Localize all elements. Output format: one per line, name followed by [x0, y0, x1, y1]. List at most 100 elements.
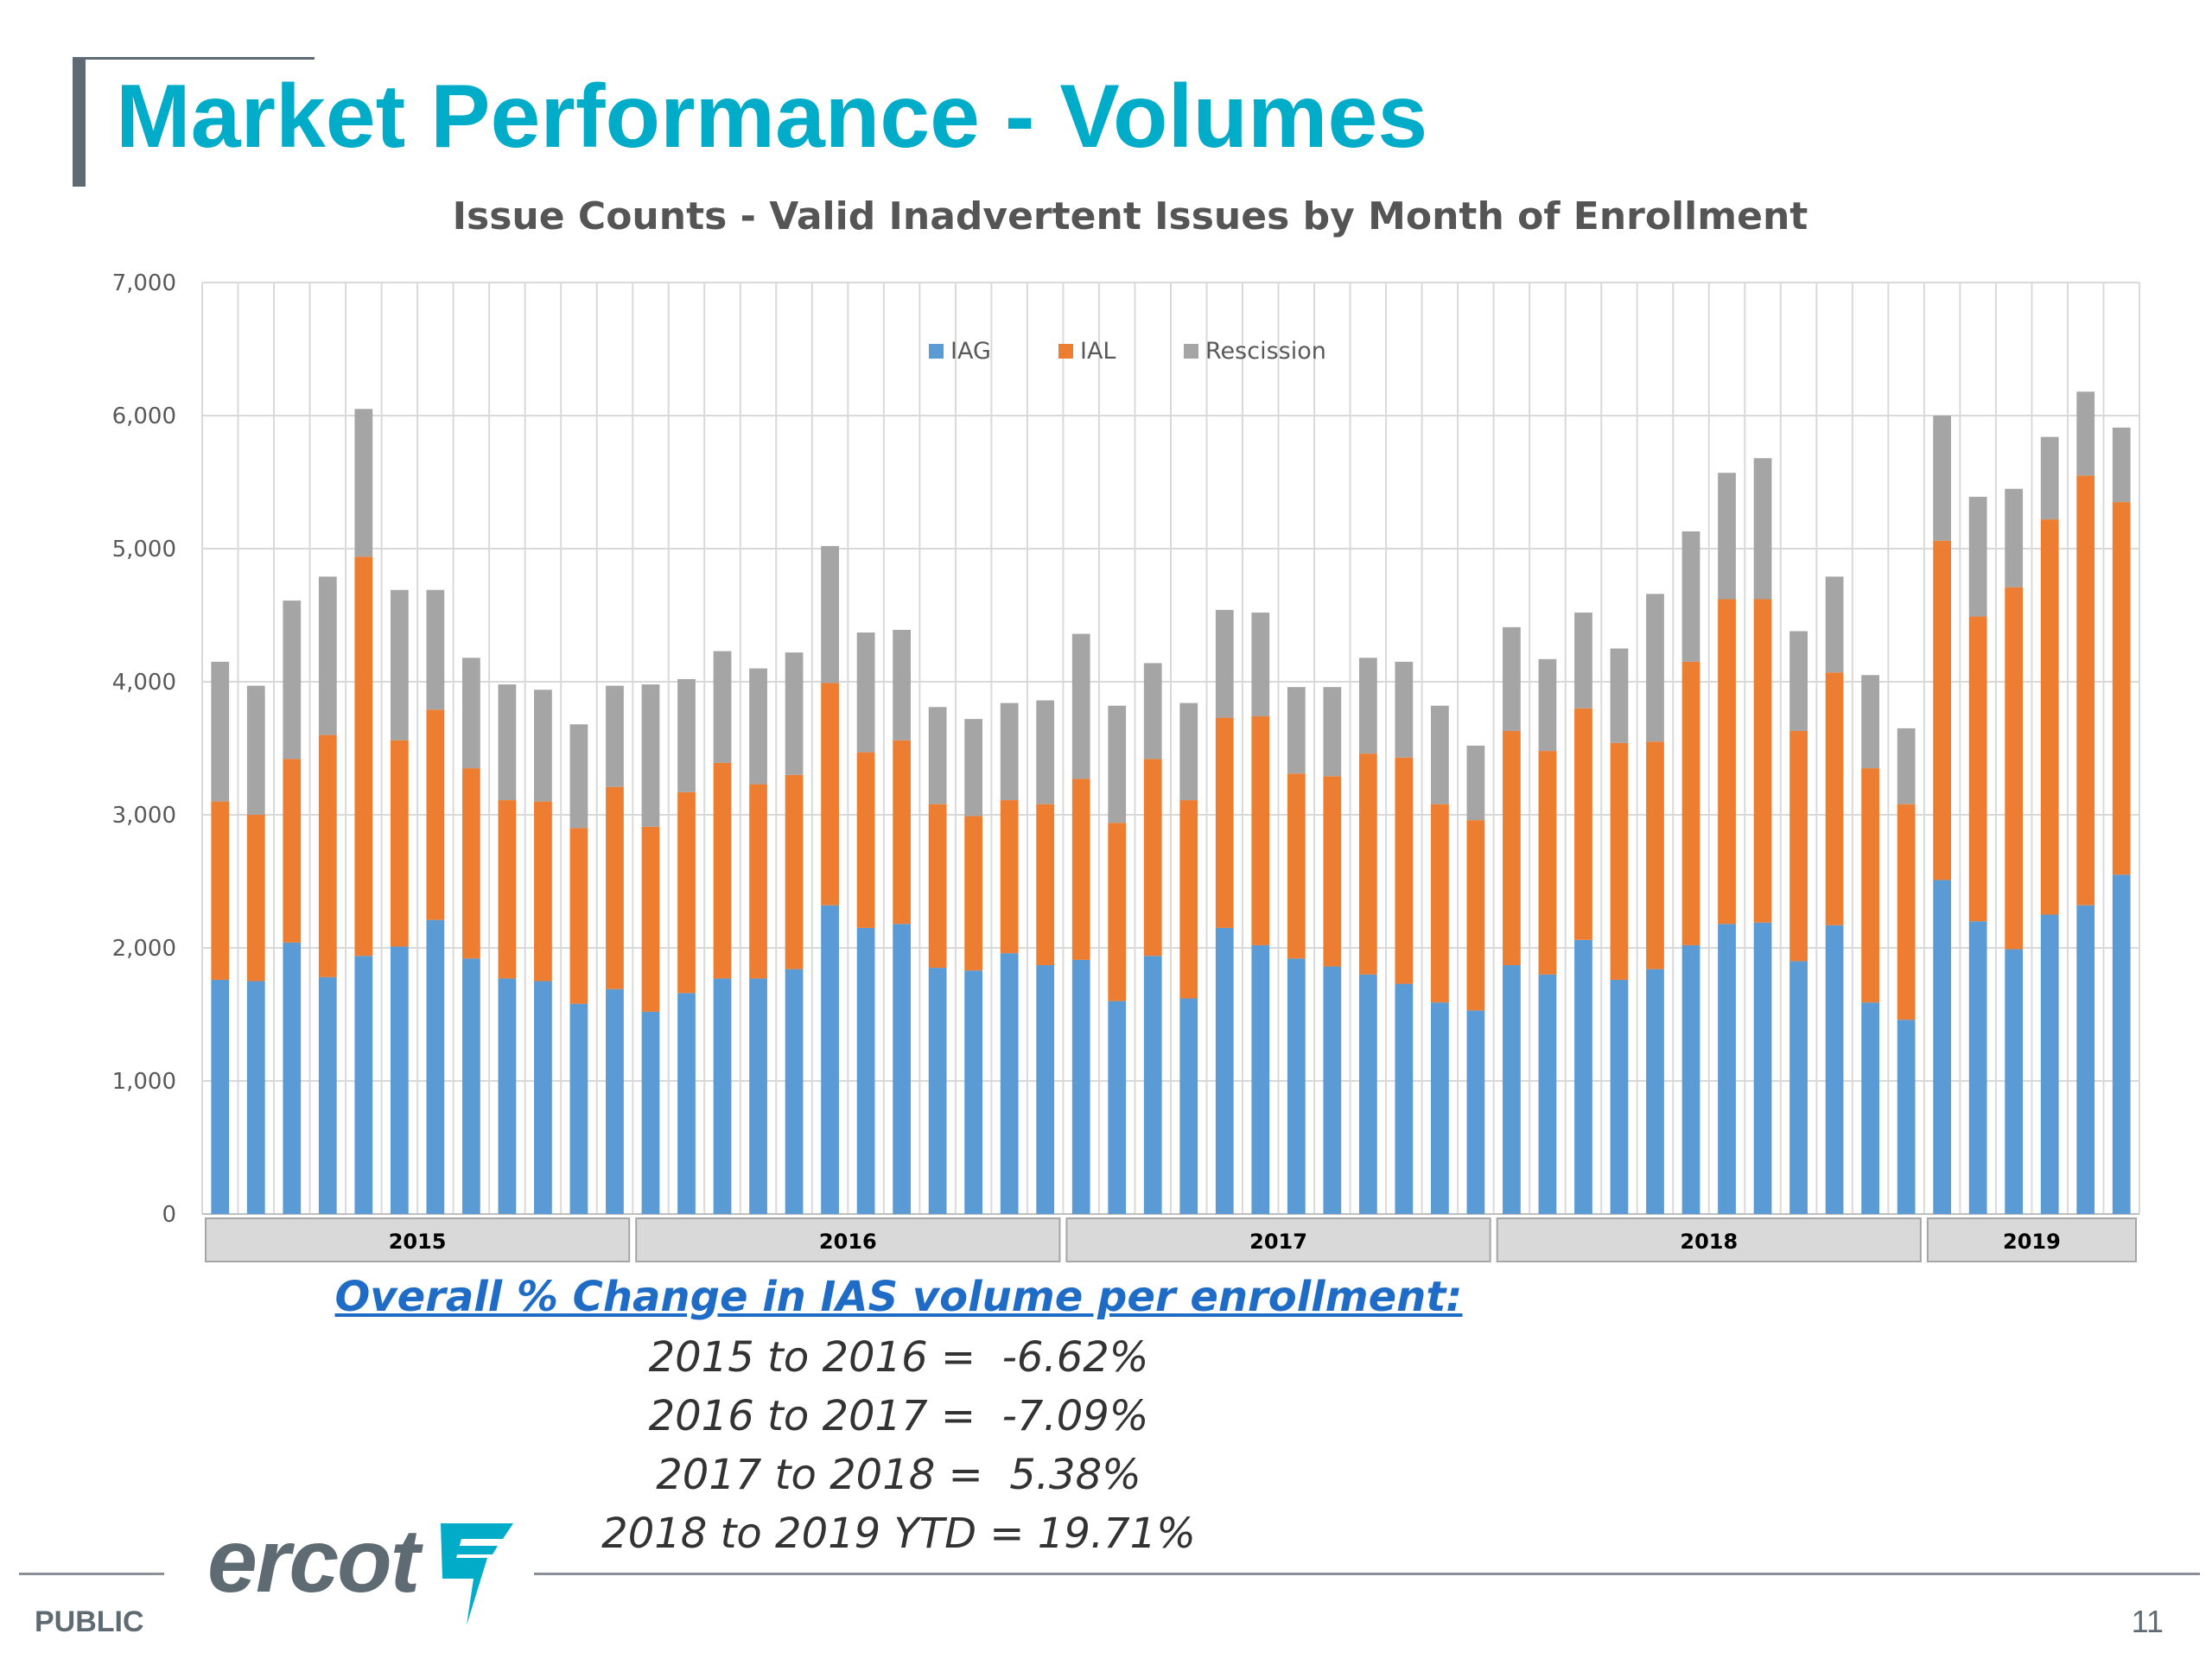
bar-rescission: [1610, 648, 1629, 743]
bar-iag: [1395, 983, 1414, 1214]
bar-rescission: [569, 724, 588, 829]
bar-ial: [354, 556, 373, 957]
bar-iag: [1753, 922, 1772, 1214]
bar-iag: [2040, 914, 2059, 1214]
year-group-box: [1065, 1217, 1491, 1262]
legend-label-iag: IAG: [950, 338, 991, 365]
bar-ial: [1825, 672, 1844, 925]
title-accent-bar: [73, 57, 86, 187]
bar-iag: [1610, 979, 1629, 1214]
bar-rescission: [606, 685, 624, 787]
bar-ial: [1108, 823, 1127, 1001]
y-tick-label: 2,000: [112, 936, 176, 962]
bar-ial: [677, 791, 696, 994]
bar-ial: [211, 801, 230, 980]
bar-ial: [1071, 779, 1090, 960]
bar-rescission: [1968, 496, 1987, 617]
bar-iag: [1143, 956, 1162, 1214]
year-group-label: 2017: [1249, 1230, 1307, 1254]
bar-ial: [1933, 540, 1952, 880]
change-summary: Overall % Change in IAS volume per enrol…: [0, 1266, 1797, 1563]
bar-ial: [1143, 759, 1162, 957]
bar-iag: [1574, 939, 1592, 1214]
bar-iag: [2112, 874, 2131, 1214]
bar-rescission: [2040, 436, 2059, 520]
year-group-box: [635, 1217, 1061, 1262]
change-line-2017-2018: 2017 to 2018 = 5.38%: [656, 1451, 1141, 1499]
bar-ial: [534, 801, 552, 982]
classification-label: PUBLIC: [35, 1605, 144, 1638]
bar-iag: [713, 978, 732, 1214]
bar-ial: [1861, 768, 1879, 1003]
bar-ial: [246, 815, 265, 982]
bar-iag: [498, 978, 517, 1214]
bar-rescission: [1753, 458, 1772, 600]
bar-rescission: [1825, 576, 1844, 673]
legend-label-rescission: Rescission: [1205, 338, 1326, 365]
y-tick-label: 5,000: [112, 537, 176, 563]
bar-iag: [1323, 966, 1342, 1214]
bar-ial: [2076, 475, 2095, 906]
bar-iag: [1503, 965, 1521, 1214]
bar-ial: [606, 786, 624, 989]
bar-ial: [390, 740, 409, 947]
bar-ial: [1753, 599, 1772, 923]
bar-ial: [713, 762, 732, 979]
bar-iag: [1287, 958, 1306, 1214]
bar-rescission: [1036, 700, 1055, 804]
bar-rescission: [1287, 687, 1306, 774]
bar-iag: [964, 970, 983, 1214]
bar-rescission: [785, 652, 804, 775]
bar-ial: [785, 774, 804, 969]
bar-iag: [1251, 944, 1270, 1214]
y-tick-label: 3,000: [112, 803, 176, 829]
chart-title: Issue Counts - Valid Inadvertent Issues …: [453, 194, 1808, 238]
bar-iag: [390, 946, 409, 1214]
bar-rescission: [283, 601, 302, 760]
bar-rescission: [462, 658, 480, 769]
bar-rescission: [1861, 675, 1879, 769]
y-axis: 0 1,000 2,000 3,000 4,000 5,000 6,000 7,000: [112, 270, 176, 1228]
bar-ial: [1503, 730, 1521, 966]
bar-iag: [1789, 961, 1808, 1214]
bar-iag: [1538, 974, 1557, 1214]
bar-ial: [569, 828, 588, 1004]
bar-ial: [641, 826, 660, 1012]
legend-swatch-iag: [929, 344, 944, 359]
bar-iag: [928, 968, 947, 1214]
bar-rescission: [1538, 658, 1557, 752]
bar-ial: [964, 816, 983, 971]
x-axis-year-groups: 2015 2016 2017 2018 2019: [205, 1217, 2138, 1262]
bar-rescission: [641, 684, 660, 827]
bar-rescission: [1503, 626, 1521, 731]
bar-rescission: [1071, 633, 1090, 779]
lightning-bolt-icon: [441, 1523, 514, 1625]
bar-iag: [211, 979, 230, 1214]
change-line-2016-2017: 2016 to 2017 = -7.09%: [648, 1392, 1149, 1440]
legend-label-ial: IAL: [1080, 338, 1116, 365]
bar-rescission: [856, 632, 875, 753]
bar-rescission: [354, 409, 373, 557]
bar-iag: [2005, 949, 2024, 1214]
bar-iag: [606, 988, 624, 1214]
bar-iag: [1681, 944, 1700, 1214]
chart-bars: [211, 391, 2131, 1214]
bar-ial: [1395, 757, 1414, 984]
bar-iag: [749, 978, 767, 1214]
bar-rescission: [1143, 663, 1162, 760]
year-group-label: 2018: [1680, 1230, 1738, 1254]
bar-rescission: [928, 707, 947, 804]
bar-ial: [1323, 776, 1342, 967]
bar-rescission: [2076, 391, 2095, 476]
bar-ial: [1968, 616, 1987, 922]
y-tick-label: 0: [162, 1202, 176, 1228]
bar-ial: [1466, 820, 1485, 1011]
bar-iag: [1646, 969, 1664, 1214]
bar-ial: [1610, 742, 1629, 980]
bar-rescission: [1215, 609, 1234, 718]
bar-iag: [1036, 965, 1055, 1214]
bar-ial: [1000, 800, 1019, 954]
bar-rescission: [1431, 705, 1449, 804]
title-accent-rule: [73, 57, 315, 60]
